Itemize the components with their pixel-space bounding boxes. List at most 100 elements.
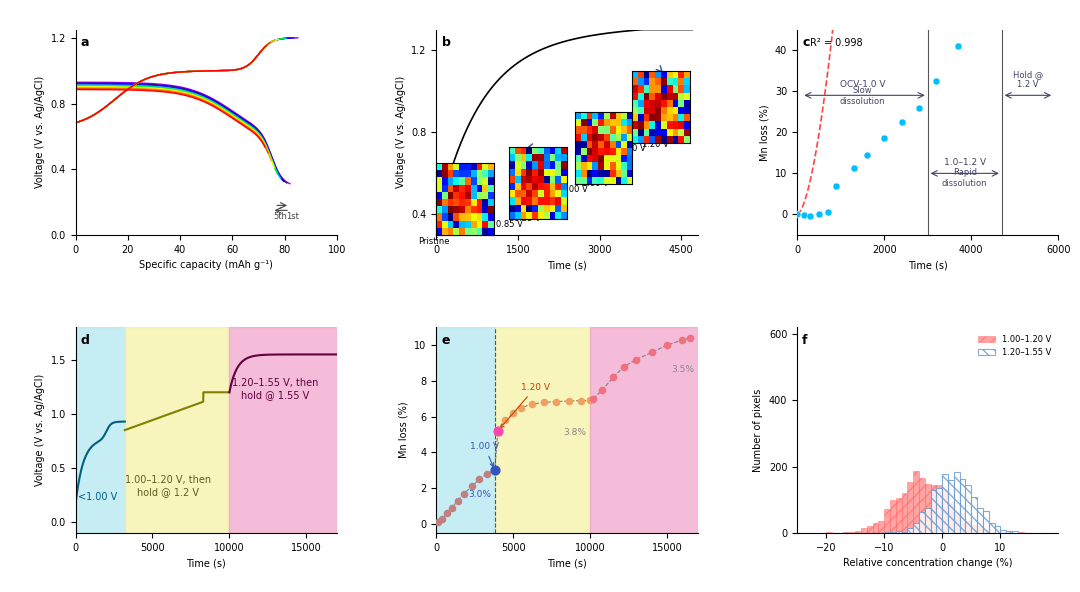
Bar (919, 511, 924, 533)
Point (572, 396, 590, 406)
Bar (988, 531, 995, 533)
Text: c: c (802, 36, 810, 49)
Bar (971, 525, 977, 533)
Point (443, 503, 460, 513)
Point (449, 496, 467, 506)
Point (674, 335, 691, 345)
Bar (966, 485, 971, 533)
Bar (890, 532, 895, 533)
Point (928, 76, 945, 86)
Point (438, 509, 456, 518)
Bar (902, 493, 907, 533)
Bar (861, 528, 867, 533)
Bar (971, 497, 977, 533)
Bar (954, 512, 960, 533)
Text: 1.20 V: 1.20 V (500, 383, 550, 428)
Text: b: b (442, 36, 450, 49)
Bar (954, 472, 960, 533)
Y-axis label: Voltage (V vs. Ag/AgCl): Voltage (V vs. Ag/AgCl) (395, 76, 406, 188)
Bar (1000, 530, 1007, 533)
Bar (988, 523, 995, 533)
Point (429, 517, 446, 527)
Bar (977, 508, 983, 533)
Y-axis label: Voltage (V vs. Ag/AgCl): Voltage (V vs. Ag/AgCl) (35, 76, 45, 188)
Bar (936, 485, 942, 533)
Text: Rapid
dissolution: Rapid dissolution (942, 168, 987, 188)
Bar (1012, 532, 1017, 533)
Legend: 1.00–1.20 V, 1.20–1.55 V: 1.00–1.20 V, 1.20–1.55 V (975, 332, 1054, 361)
Point (845, 164, 862, 173)
Text: 1.00 V: 1.00 V (582, 179, 609, 188)
X-axis label: Time (s): Time (s) (548, 558, 586, 568)
Point (559, 396, 577, 406)
Bar (914, 471, 919, 533)
Point (456, 489, 473, 498)
Y-axis label: Number of pixels: Number of pixels (753, 388, 764, 472)
Bar (76, 327, 125, 533)
Text: 1.20 V: 1.20 V (619, 144, 646, 153)
Bar (995, 526, 1000, 533)
Text: d: d (81, 333, 90, 346)
Y-axis label: Voltage (V vs. Ag/AgCl): Voltage (V vs. Ag/AgCl) (35, 374, 45, 486)
Text: 1st: 1st (286, 211, 299, 221)
Text: 1.20–1.55 V, then
hold @ 1.55 V: 1.20–1.55 V, then hold @ 1.55 V (232, 378, 319, 400)
X-axis label: Time (s): Time (s) (548, 260, 586, 271)
Text: a: a (81, 36, 90, 49)
X-axis label: Relative concentration change (%): Relative concentration change (%) (843, 558, 1012, 568)
Point (497, 416, 514, 425)
Bar (878, 520, 885, 533)
Y-axis label: Mn loss (%): Mn loss (%) (399, 402, 409, 458)
Point (627, 355, 645, 364)
Point (910, 103, 928, 112)
Point (512, 403, 529, 413)
Text: 0.85 V: 0.85 V (514, 214, 541, 223)
Point (434, 514, 451, 523)
Point (605, 373, 622, 382)
Point (523, 400, 540, 409)
Point (893, 117, 910, 127)
Point (659, 340, 676, 350)
Bar (1000, 532, 1007, 533)
Text: 0.85 V: 0.85 V (496, 220, 523, 229)
Point (819, 208, 836, 217)
Bar (855, 531, 861, 533)
Text: 1.20 V: 1.20 V (643, 140, 670, 149)
Bar (885, 509, 890, 533)
Point (486, 465, 503, 475)
Text: 1.00 V: 1.00 V (470, 442, 499, 466)
Bar (948, 502, 954, 533)
Bar (966, 520, 971, 533)
Text: f: f (802, 333, 808, 346)
Bar (436, 327, 495, 533)
Bar (590, 327, 698, 533)
Point (788, 210, 806, 219)
Point (478, 469, 496, 478)
Bar (873, 523, 878, 533)
X-axis label: Specific capacity (mAh g⁻¹): Specific capacity (mAh g⁻¹) (139, 260, 273, 271)
Text: 3.5%: 3.5% (671, 365, 693, 374)
Bar (895, 498, 902, 533)
Bar (125, 327, 229, 533)
Point (594, 385, 611, 395)
Text: OCV-1.0 V: OCV-1.0 V (839, 80, 886, 89)
Bar (983, 530, 988, 533)
Text: 5th: 5th (274, 211, 287, 221)
Point (581, 395, 598, 405)
X-axis label: Time (s): Time (s) (908, 260, 947, 271)
Text: 1.0–1.2 V: 1.0–1.2 V (944, 158, 986, 167)
Point (471, 474, 488, 484)
Bar (907, 482, 914, 533)
Text: 3.0%: 3.0% (468, 490, 490, 499)
Bar (924, 484, 931, 533)
Text: Hold @
1.2 V: Hold @ 1.2 V (1013, 70, 1043, 89)
Bar (495, 327, 590, 533)
Point (801, 211, 819, 220)
Point (681, 333, 699, 343)
Bar (936, 488, 942, 533)
Bar (902, 532, 907, 533)
Point (949, 41, 967, 51)
Point (859, 150, 876, 160)
Bar (919, 478, 924, 533)
Text: R² = 0.998: R² = 0.998 (810, 38, 863, 48)
Point (548, 397, 565, 406)
